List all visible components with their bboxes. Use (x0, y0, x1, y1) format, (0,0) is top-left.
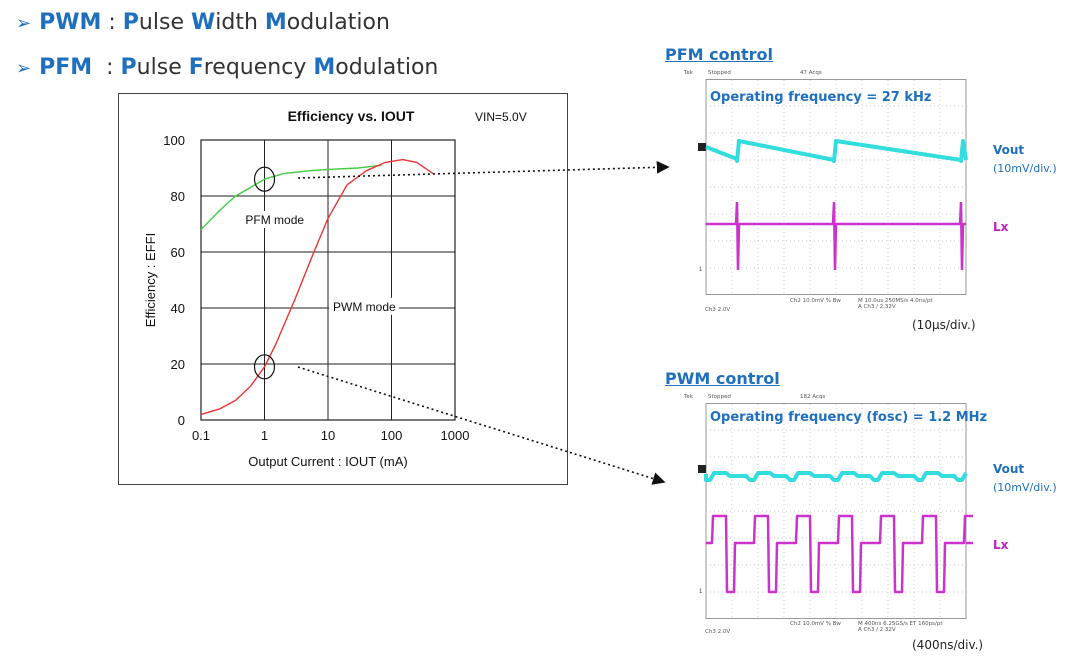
pwm-operating-frequency: Operating frequency (fosc) = 1.2 MHz (710, 410, 988, 425)
bullet-initial: P (122, 10, 139, 35)
pfm-lx-label: Lx (993, 220, 1009, 234)
bullet-word: ulse (136, 55, 189, 80)
x-tick-label: 1000 (441, 428, 470, 443)
bullet-initial: M (264, 10, 287, 35)
bullet-pwm: ➢ PWM : Pulse Width Modulation (16, 10, 390, 37)
bullet-word: idth (215, 10, 265, 35)
bullet-initial: P (120, 55, 137, 80)
x-tick-label: 10 (321, 428, 335, 443)
bullet-abbr: PWM (39, 10, 102, 35)
scope-header-status: Stopped (708, 70, 731, 76)
scope-footer-ch2: Ch2 10.0mV % Bw (790, 621, 841, 627)
scope-header-tek: Tek (684, 394, 693, 400)
efficiency-chart-svg: 0.1 1 10 100 1000 0 20 40 60 80 100 PFM mode PWM mod… (143, 108, 527, 469)
bullet-separator: : (92, 55, 121, 80)
annotation-backing (329, 297, 400, 315)
chart-title: Efficiency vs. IOUT (288, 108, 415, 124)
channel-marker-gnd: 1 (699, 589, 703, 595)
y-tick-label: 0 (178, 413, 185, 428)
pwm-lx-label: Lx (993, 538, 1009, 552)
y-tick-label: 20 (171, 357, 185, 372)
arrow-bullet-icon: ➢ (16, 13, 32, 34)
y-tick-label: 80 (171, 189, 185, 204)
channel-marker-vout (698, 465, 706, 473)
scope-header-status: Stopped (708, 394, 731, 400)
pwm-scope-display: 1 (698, 403, 973, 619)
scope-footer-timebase: M 10.0us 250MS/s 4.0ns/pt (858, 298, 933, 304)
x-axis-label: Output Current : IOUT (mA) (248, 454, 407, 469)
bullet-word: requency (203, 55, 314, 80)
scope-header-acqs: 182 Acqs (800, 394, 826, 400)
mode-label: PWM mode (333, 300, 396, 314)
scope-header-acqs: 47 Acqs (800, 70, 822, 76)
y-tick-label: 40 (171, 301, 185, 316)
x-tick-label: 1 (261, 428, 268, 443)
pfm-control-title: PFM control (665, 45, 774, 64)
highlight-circle (253, 354, 276, 380)
x-tick-label: 100 (381, 428, 403, 443)
scope-footer-ch2: Ch2 10.0mV % Bw (790, 298, 841, 304)
scope-header-tek: Tek (684, 70, 693, 76)
series-line-pwm-mode (200, 158, 434, 416)
scope-footer-trigger: A Ch3 / 2.32V (858, 627, 896, 633)
pfm-scope-display: 1 (698, 79, 973, 295)
y-axis-label: Efficiency : EFFI (143, 233, 158, 327)
bullet-word: odulation (335, 55, 439, 80)
lx-waveform (706, 201, 966, 271)
pwm-time-scale: (400ns/div.) (912, 638, 984, 652)
x-tick-label: 0.1 (192, 428, 210, 443)
channel-marker-vout (698, 143, 706, 151)
bullet-word: odulation (286, 10, 390, 35)
pfm-operating-frequency: Operating frequency = 27 kHz (710, 90, 932, 105)
pwm-control-title: PWM control (665, 369, 780, 388)
pfm-vout-label: Vout (993, 143, 1025, 157)
mode-label: PFM mode (245, 213, 304, 227)
efficiency-chart: 0.1 1 10 100 1000 0 20 40 60 80 100 PFM mode PWM mod… (118, 93, 568, 485)
y-tick-label: 60 (171, 245, 185, 260)
y-tick-label: 100 (163, 133, 185, 148)
bullet-initial: W (190, 10, 216, 35)
bullet-initial: M (313, 55, 336, 80)
scope-footer-ch3: Ch3 2.0V (705, 629, 731, 635)
scope-footer-ch3: Ch3 2.0V (705, 307, 731, 313)
lx-waveform (706, 514, 973, 594)
pwm-vout-label: Vout (993, 462, 1025, 476)
bullet-abbr: PFM (39, 55, 93, 80)
annotation-backing (241, 211, 312, 228)
vout-waveform (704, 471, 968, 482)
vout-waveform (705, 139, 968, 163)
highlight-circle (253, 166, 276, 192)
channel-marker-gnd: 1 (699, 267, 703, 273)
bullet-word: ulse (138, 10, 191, 35)
bullet-pfm: ➢ PFM : Pulse Frequency Modulation (16, 55, 438, 82)
bullet-initial: F (188, 55, 204, 80)
pfm-vout-scale: (10mV/div.) (993, 162, 1057, 175)
scope-footer-timebase: M 400ns 6.25GS/s ET 160ps/pt (858, 621, 943, 627)
chart-condition: VIN=5.0V (475, 110, 527, 124)
pfm-time-scale: (10μs/div.) (912, 318, 976, 332)
bullet-separator: : (101, 10, 123, 35)
scope-footer-trigger: A Ch3 / 2.32V (858, 304, 896, 310)
arrow-bullet-icon: ➢ (16, 58, 32, 79)
pwm-vout-scale: (10mV/div.) (993, 481, 1057, 494)
